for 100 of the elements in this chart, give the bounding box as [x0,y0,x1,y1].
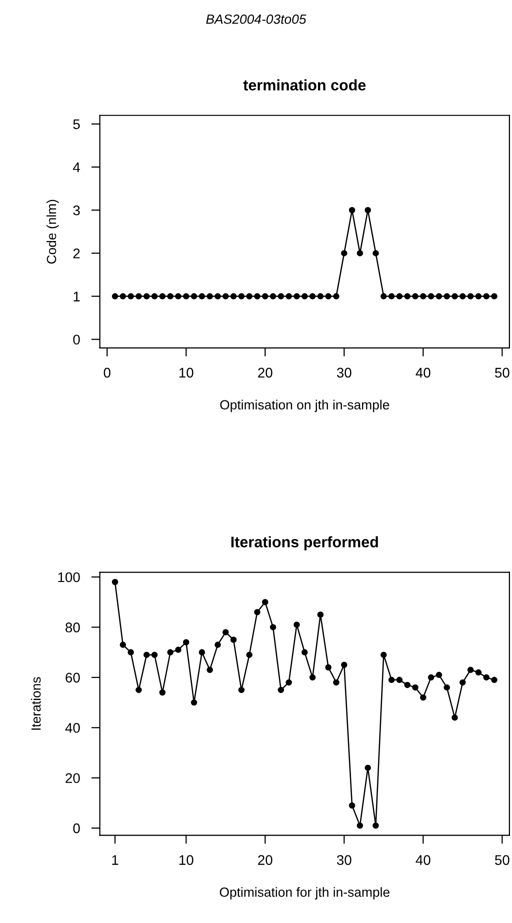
point [167,649,174,656]
point [325,664,332,671]
point [388,676,395,684]
point [460,679,466,686]
point [317,612,324,618]
point [452,714,458,721]
point [380,293,387,300]
point [412,293,418,300]
point [190,293,198,300]
y-tick-label: 0 [73,823,80,834]
point [309,293,316,300]
point [175,293,182,300]
point [159,293,166,300]
point [348,207,356,214]
point [436,672,442,678]
chart-title: Iterations performed [231,536,378,550]
point [428,674,434,681]
point [278,686,284,694]
y-tick-label: 4 [72,162,80,172]
point [136,293,142,300]
point [120,642,126,648]
y-tick-label: 5 [73,119,80,130]
point [238,686,245,694]
point [222,629,229,636]
point [182,293,190,300]
y-tick-label: 60 [66,672,80,683]
y-tick-label: 3 [73,205,80,216]
point [214,642,221,648]
point [128,293,134,300]
point [175,646,182,653]
point [294,293,300,300]
point [246,293,252,300]
x-tick-label: 40 [416,368,430,378]
point [230,636,237,643]
x-tick-label: 1 [112,855,118,865]
x-tick-label: 10 [179,368,194,378]
point [302,293,308,300]
point [317,293,324,300]
point [206,666,213,674]
point [452,293,458,300]
point [372,822,379,829]
point [120,293,126,300]
point [444,684,450,691]
point [136,686,142,694]
point [491,293,498,300]
point [286,679,292,686]
point [151,652,158,658]
point [112,578,118,586]
point [475,669,482,676]
point [483,674,490,681]
x-tick-label: 20 [258,368,272,378]
point [364,207,371,214]
point [182,639,190,646]
point [412,684,418,691]
point [333,293,340,300]
point [491,676,498,684]
point [380,652,387,658]
point [388,293,395,300]
point [372,250,379,256]
point [356,250,364,256]
point [222,293,229,300]
point [143,652,150,658]
x-tick-label: 30 [336,368,352,378]
point [159,689,166,696]
point [262,598,268,606]
x-axis-title: Optimisation for jth in-sample [220,887,390,900]
point [302,649,308,656]
point [286,293,292,300]
point [206,293,213,300]
point [348,802,356,809]
point [404,293,410,300]
point [325,293,332,300]
y-axis-title: Code (nlm) [46,200,59,264]
x-tick-label: 10 [179,855,194,865]
point [278,293,284,300]
point [483,293,490,300]
point [214,293,221,300]
y-tick-label: 1 [74,292,80,302]
x-tick-label: 30 [336,855,352,865]
point [341,250,348,256]
point [230,293,237,300]
x-tick-label: 50 [495,368,510,378]
point [270,293,276,300]
point [333,679,340,686]
point [254,293,260,300]
point [460,293,466,300]
point [270,624,276,630]
x-tick-label: 0 [104,368,110,378]
y-tick-label: 0 [73,334,80,345]
point [364,764,371,771]
point [198,649,206,656]
chart-title: termination code [243,79,366,91]
point [238,293,245,300]
point [309,674,316,681]
point [167,293,174,300]
y-axis-title: Iterations [31,677,41,730]
point [428,293,434,300]
point [246,652,252,658]
x-tick-label: 50 [495,855,510,865]
point [151,293,158,300]
